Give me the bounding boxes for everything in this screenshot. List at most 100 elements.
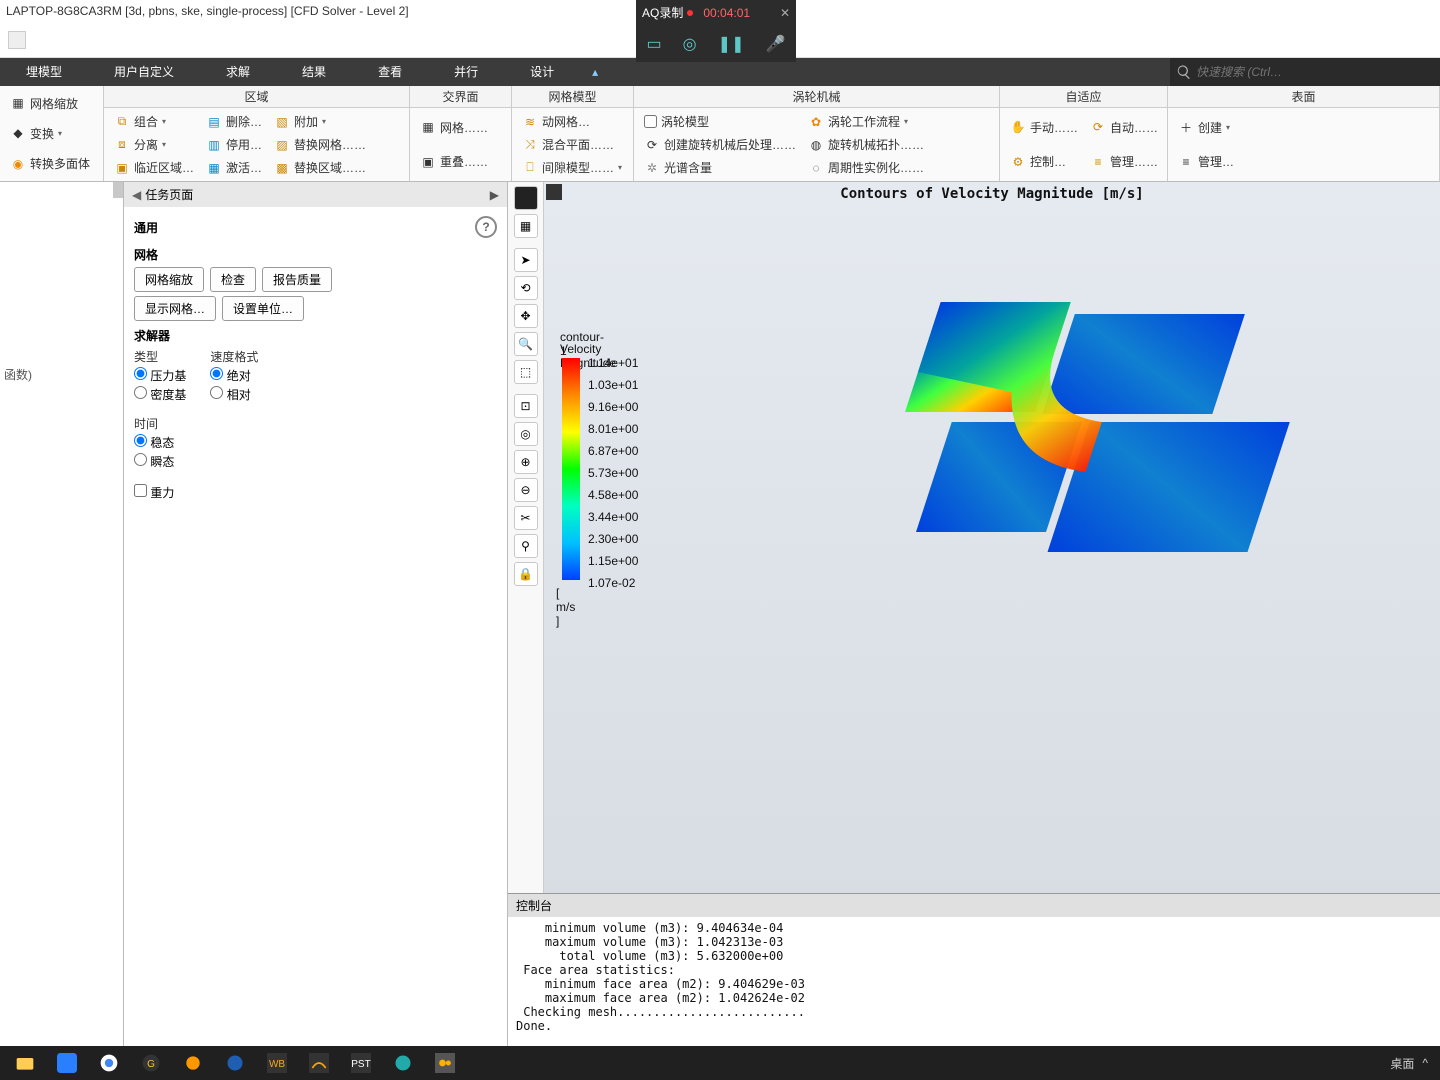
scrollbar-hint[interactable] — [113, 182, 123, 198]
btn-separate[interactable]: ⧈分离▾ — [110, 135, 198, 154]
menu-tab-udf[interactable]: 用户自定义 — [88, 58, 200, 86]
system-tray[interactable]: 桌面 ^ — [1382, 1055, 1436, 1072]
tray-chevron-icon[interactable]: ^ — [1422, 1056, 1428, 1070]
btn-manage-surf[interactable]: ≡管理… — [1174, 152, 1238, 171]
btn-scale-mesh[interactable]: ▦网格缩放 — [6, 94, 94, 113]
radio-rel[interactable]: 相对 — [210, 386, 258, 403]
btn-overlap[interactable]: ▣重叠…… — [416, 152, 492, 171]
taskbar-app4[interactable] — [216, 1048, 254, 1078]
taskbar-app5[interactable]: WB — [258, 1048, 296, 1078]
menu-tab-design[interactable]: 设计 — [504, 58, 580, 86]
btn-manual[interactable]: ✋手动…… — [1006, 118, 1082, 137]
btn-units[interactable]: 设置单位… — [222, 296, 304, 321]
vt-probe[interactable]: ◎ — [514, 422, 538, 446]
chk-turbo[interactable] — [644, 115, 657, 128]
vt-pointer[interactable]: ➤ — [514, 248, 538, 272]
radio-pressure[interactable]: 压力基 — [134, 367, 186, 384]
taskbar-app6[interactable] — [300, 1048, 338, 1078]
console-text[interactable]: minimum volume (m3): 9.404634e-04 maximu… — [508, 917, 1440, 1046]
btn-mesh-int[interactable]: ▦网格…… — [416, 118, 492, 137]
btn-append[interactable]: ▧附加▾ — [270, 112, 370, 131]
btn-deactivate[interactable]: ▥停用… — [202, 135, 266, 154]
btn-delete[interactable]: ▤删除… — [202, 112, 266, 131]
radio-steady[interactable]: 稳态 — [134, 434, 497, 451]
vt-pan[interactable]: ✥ — [514, 304, 538, 328]
tick-6: 4.58e+00 — [588, 488, 638, 502]
menu-tab-results[interactable]: 结果 — [276, 58, 352, 86]
btn-transform[interactable]: ◆变换▾ — [6, 124, 94, 143]
taskbar-chrome[interactable] — [90, 1048, 128, 1078]
btn-scale[interactable]: 网格缩放 — [134, 267, 204, 292]
chevron-left-icon[interactable]: ◀ — [132, 188, 141, 202]
time-group: 时间 稳态 瞬态 — [134, 415, 497, 470]
btn-control[interactable]: ⚙控制… — [1006, 152, 1082, 171]
control-icon: ⚙ — [1010, 154, 1026, 170]
btn-turbomodel[interactable]: 涡轮模型 — [640, 112, 800, 131]
menu-tab-solve[interactable]: 求解 — [200, 58, 276, 86]
btn-combine[interactable]: ⧉组合▾ — [110, 112, 198, 131]
taskbar-app3[interactable] — [174, 1048, 212, 1078]
btn-check[interactable]: 检查 — [210, 267, 256, 292]
search-box[interactable] — [1170, 58, 1440, 86]
vt-fit[interactable]: ⊡ — [514, 394, 538, 418]
btn-rottopo[interactable]: ◍旋转机械拓扑…… — [804, 135, 928, 154]
vt-zoom-in[interactable]: ⊕ — [514, 450, 538, 474]
radio-density[interactable]: 密度基 — [134, 386, 186, 403]
canvas-tab-icon[interactable] — [546, 184, 562, 200]
menu-tab-expand[interactable]: ▴ — [580, 58, 610, 86]
taskbar-app7[interactable]: PST — [342, 1048, 380, 1078]
view-toolbar: ▦ ➤ ⟲ ✥ 🔍 ⬚ ⊡ ◎ ⊕ ⊖ ✂ ⚲ 🔒 — [508, 182, 544, 893]
btn-periodic[interactable]: ◌周期性实例化…… — [804, 158, 928, 177]
taskbar-app8[interactable] — [384, 1048, 422, 1078]
vt-zoom-box[interactable]: ⬚ — [514, 360, 538, 384]
btn-create[interactable]: ＋创建▾ — [1174, 118, 1238, 137]
rec-record-icon[interactable]: ◎ — [683, 34, 697, 54]
rec-pause-icon[interactable]: ❚❚ — [718, 34, 745, 54]
tree-item[interactable]: 函数) — [4, 366, 119, 383]
menu-tab-parallel[interactable]: 并行 — [428, 58, 504, 86]
vt-zoom[interactable]: 🔍 — [514, 332, 538, 356]
vt-ruler[interactable]: ✂ — [514, 506, 538, 530]
menu-tab-view[interactable]: 查看 — [352, 58, 428, 86]
canvas[interactable]: Contours of Velocity Magnitude [m/s] con… — [544, 182, 1440, 893]
search-input[interactable] — [1196, 65, 1376, 79]
taskbar-explorer[interactable] — [6, 1048, 44, 1078]
vt-axis[interactable]: ⚲ — [514, 534, 538, 558]
menu-tab-model[interactable]: 埋模型 — [0, 58, 88, 86]
btn-spectrum[interactable]: ✲光谱含量 — [640, 158, 800, 177]
radio-transient[interactable]: 瞬态 — [134, 453, 497, 470]
radio-abs[interactable]: 绝对 — [210, 367, 258, 384]
btn-replace-mesh[interactable]: ▨替换网格…… — [270, 135, 370, 154]
btn-poly[interactable]: ◉转换多面体 — [6, 154, 94, 173]
chk-gravity[interactable]: 重力 — [134, 486, 174, 500]
btn-mixplane[interactable]: ⤨混合平面…… — [518, 135, 626, 154]
taskbar-app9[interactable] — [426, 1048, 464, 1078]
close-icon[interactable]: ✕ — [780, 6, 790, 20]
taskbar-app2[interactable]: G — [132, 1048, 170, 1078]
vt-rotate[interactable]: ⟲ — [514, 276, 538, 300]
outline-tree[interactable]: 函数) — [0, 182, 124, 1046]
rec-mic-icon[interactable]: 🎤 — [766, 34, 786, 54]
taskbar-app1[interactable] — [48, 1048, 86, 1078]
btn-auto[interactable]: ⟳自动…… — [1086, 118, 1162, 137]
btn-quality[interactable]: 报告质量 — [262, 267, 332, 292]
collapse-icon[interactable]: ▶ — [490, 188, 499, 202]
btn-replace-zone[interactable]: ▩替换区域…… — [270, 158, 370, 177]
btn-createrot[interactable]: ⟳创建旋转机械后处理…… — [640, 135, 800, 154]
format-icon[interactable] — [8, 31, 26, 49]
vt-zoom-out[interactable]: ⊖ — [514, 478, 538, 502]
btn-display-mesh[interactable]: 显示网格… — [134, 296, 216, 321]
btn-manage[interactable]: ≡管理…… — [1086, 152, 1162, 171]
btn-dynmesh[interactable]: ≋动网格… — [518, 112, 626, 131]
btn-adjacent[interactable]: ▣临近区域… — [110, 158, 198, 177]
viewer-column: ▦ ➤ ⟲ ✥ 🔍 ⬚ ⊡ ◎ ⊕ ⊖ ✂ ⚲ 🔒 Contours of Ve… — [508, 182, 1440, 1046]
btn-activate[interactable]: ▦激活… — [202, 158, 266, 177]
btn-turboflow[interactable]: ✿涡轮工作流程▾ — [804, 112, 928, 131]
btn-gapmodel[interactable]: ⎕间隙模型……▾ — [518, 158, 626, 177]
vt-lock[interactable]: 🔒 — [514, 562, 538, 586]
tray-desktop[interactable]: 桌面 — [1390, 1055, 1414, 1072]
vt-logo[interactable] — [514, 186, 538, 210]
vt-layout[interactable]: ▦ — [514, 214, 538, 238]
help-icon[interactable]: ? — [475, 216, 497, 238]
rec-window-icon[interactable]: ▭ — [647, 34, 662, 54]
